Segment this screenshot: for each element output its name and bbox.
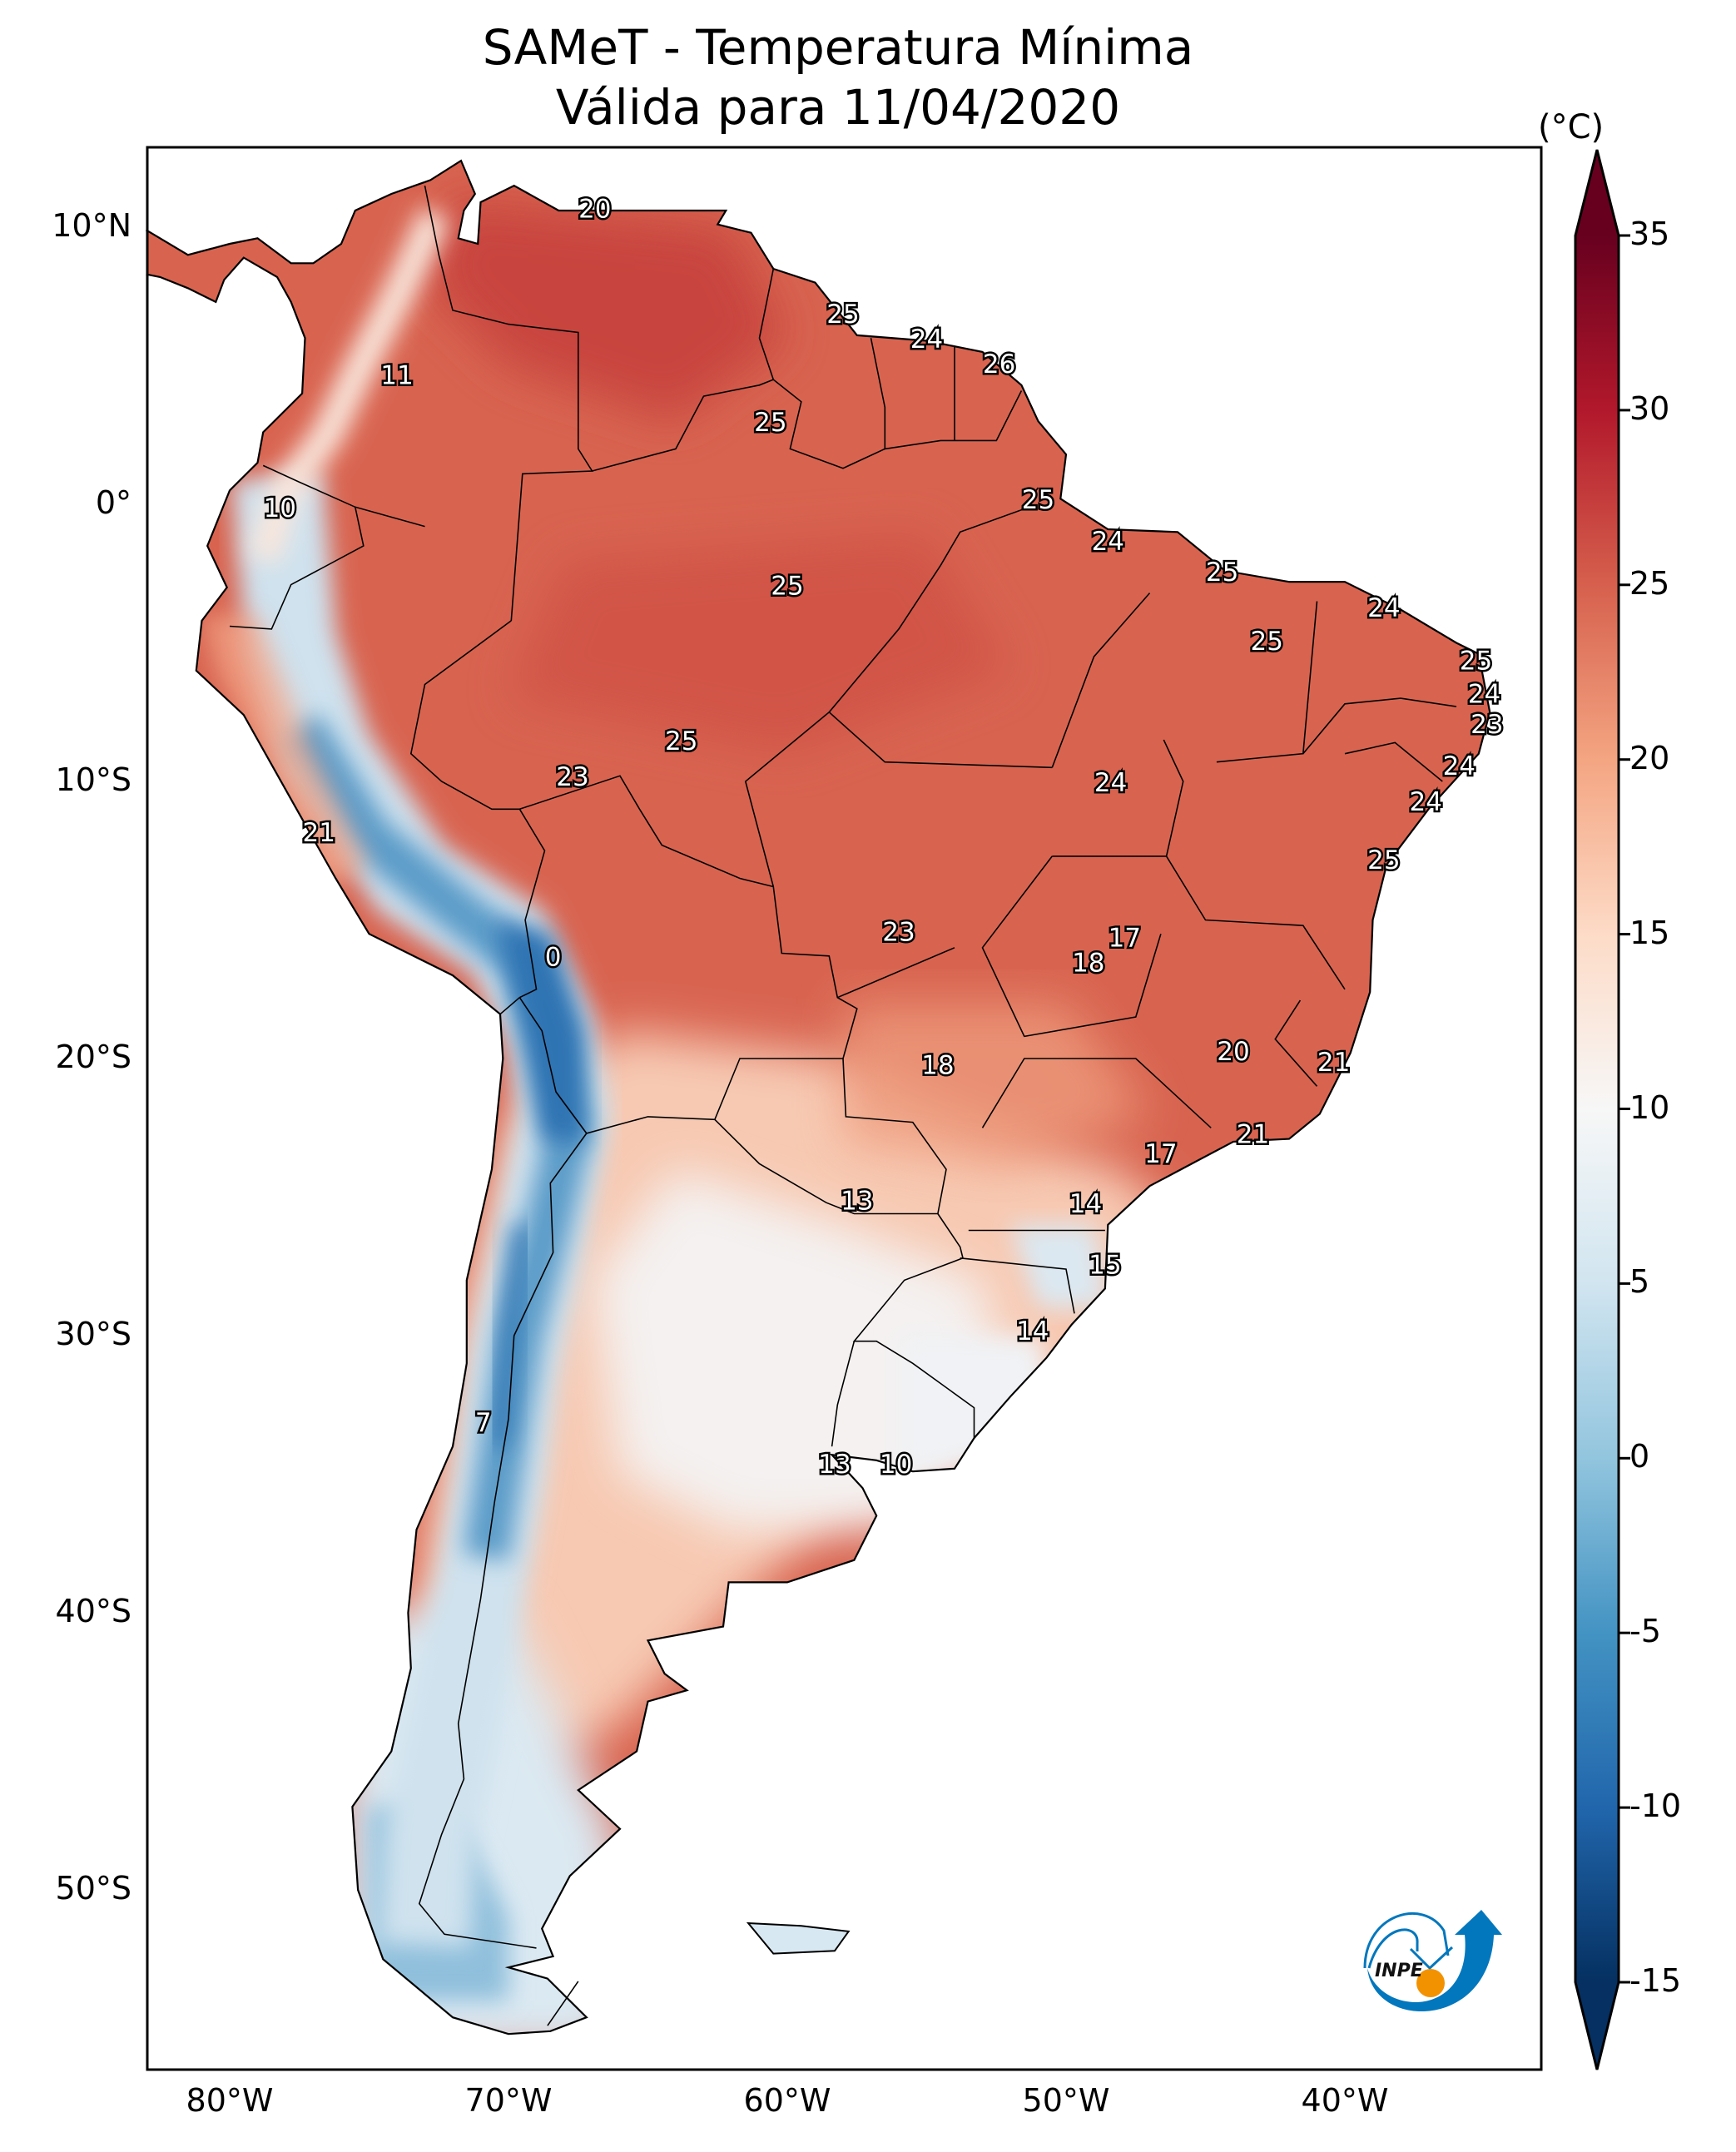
colorbar-unit: (°C) <box>1538 108 1605 146</box>
map-title: SAMeT - Temperatura Mínima <box>482 19 1194 76</box>
political-borders <box>229 185 1457 2026</box>
latitude-label: 40°S <box>55 1593 131 1629</box>
colorbar-tick-label: -10 <box>1629 1788 1682 1825</box>
border-line <box>1274 999 1318 1087</box>
temperature-label: 21 <box>302 818 335 848</box>
border-line <box>592 379 774 472</box>
colorbar-tick-label: 5 <box>1629 1263 1650 1301</box>
temperature-label: 25 <box>1250 627 1282 657</box>
temperature-label: 23 <box>556 762 588 792</box>
temperature-label: 25 <box>665 726 697 756</box>
border-line <box>1344 741 1443 782</box>
border-line <box>981 1058 1212 1128</box>
border-line <box>418 1133 588 1949</box>
temperature-label: 20 <box>578 195 611 225</box>
longitude-label: 50°W <box>1022 2082 1110 2119</box>
border-line <box>981 855 1162 1038</box>
coastline <box>145 159 1491 2035</box>
border-line <box>828 487 1039 713</box>
border-line <box>836 947 955 999</box>
temperature-label: 14 <box>1069 1189 1102 1219</box>
temperature-label: 25 <box>754 408 786 438</box>
temperature-label: 24 <box>1468 679 1500 709</box>
border-line <box>1165 855 1346 990</box>
colorbar-tick-label: 20 <box>1629 739 1670 776</box>
latitude-label: 0° <box>95 484 131 521</box>
longitude-label: 40°W <box>1301 2082 1389 2119</box>
border-line <box>262 464 425 528</box>
latitude-label: 10°S <box>55 761 131 798</box>
logo-sun-icon <box>1416 1969 1445 1997</box>
temperature-label: 14 <box>1016 1316 1049 1346</box>
border-line <box>547 1981 579 2026</box>
logo-arrow-icon <box>1367 1910 1502 2012</box>
temperature-label: 11 <box>380 360 413 390</box>
temperature-label: 17 <box>1144 1139 1177 1169</box>
colorbar-tick-label: 15 <box>1629 914 1670 951</box>
border-line <box>424 185 593 621</box>
temperature-label: 24 <box>1409 787 1441 817</box>
temperature-label: 25 <box>1206 558 1238 588</box>
colorbar <box>1574 149 1630 2070</box>
temperature-label: 7 <box>475 1408 492 1438</box>
border-line <box>831 1341 856 1447</box>
temperature-label: 18 <box>1072 948 1104 978</box>
temperature-label: 10 <box>880 1450 912 1480</box>
latitude-label: 30°S <box>55 1316 131 1352</box>
logo-text: INPE <box>1375 1961 1423 1981</box>
border-line <box>518 775 858 1134</box>
colorbar-tick-label: 30 <box>1629 389 1670 427</box>
latitude-label: 50°S <box>55 1870 131 1907</box>
border-line <box>758 268 1023 469</box>
temperature-label: 20 <box>1217 1037 1249 1067</box>
colorbar-tick-label: 10 <box>1629 1088 1670 1126</box>
temperature-label: 24 <box>1092 527 1124 557</box>
border-line <box>870 338 886 449</box>
temperature-label: 21 <box>1317 1048 1350 1078</box>
border-line <box>229 507 365 630</box>
colorbar-tick-label: 0 <box>1629 1438 1650 1475</box>
colorbar-tick-label: -15 <box>1629 1962 1682 1999</box>
temperature-label: 24 <box>910 325 943 355</box>
longitude-label: 60°W <box>743 2082 831 2119</box>
temperature-label: 15 <box>1089 1250 1121 1280</box>
colorbar-tick-label: 25 <box>1629 564 1670 602</box>
border-line <box>1051 593 1151 768</box>
temperature-label: 25 <box>1367 845 1400 875</box>
temperature-label: 0 <box>545 943 562 973</box>
longitude-label: 80°W <box>186 2082 274 2119</box>
temperature-label: 23 <box>882 918 915 948</box>
temperature-label: 21 <box>1237 1120 1269 1150</box>
temperature-label: 13 <box>841 1187 873 1217</box>
colorbar-tick-label: -5 <box>1629 1613 1661 1650</box>
temperature-label: 25 <box>1022 485 1054 515</box>
temperature-label: 25 <box>771 571 803 601</box>
temperature-label: 25 <box>1460 646 1492 676</box>
temperature-label: 13 <box>818 1450 851 1480</box>
latitude-label: 10°N <box>52 207 131 244</box>
border-line <box>1302 697 1457 755</box>
border-line <box>1052 739 1184 857</box>
temperature-label: 24 <box>1443 751 1476 781</box>
longitude-label: 70°W <box>464 2082 553 2119</box>
falkland-islands <box>746 1921 851 1955</box>
inpe-logo: INPE <box>1363 1910 1502 2012</box>
colorbar-bar <box>1574 149 1620 2070</box>
temperature-label: 23 <box>1471 710 1503 740</box>
temperature-label: 24 <box>1094 768 1127 798</box>
temperature-label: 26 <box>983 350 1015 379</box>
temperature-label: 25 <box>826 300 859 330</box>
latitude-label: 20°S <box>55 1039 131 1075</box>
colorbar-tick-label: 35 <box>1629 216 1670 252</box>
temperature-label: 17 <box>1109 923 1141 953</box>
map-frame <box>146 146 1543 2071</box>
border-line <box>960 1257 1075 1314</box>
logo-swirl-icon <box>1363 1912 1450 1969</box>
temperature-label: 24 <box>1367 593 1400 623</box>
map-subtitle: Válida para 11/04/2020 <box>555 79 1121 136</box>
temperature-label: 10 <box>264 493 296 523</box>
temperature-label: 18 <box>921 1051 954 1081</box>
